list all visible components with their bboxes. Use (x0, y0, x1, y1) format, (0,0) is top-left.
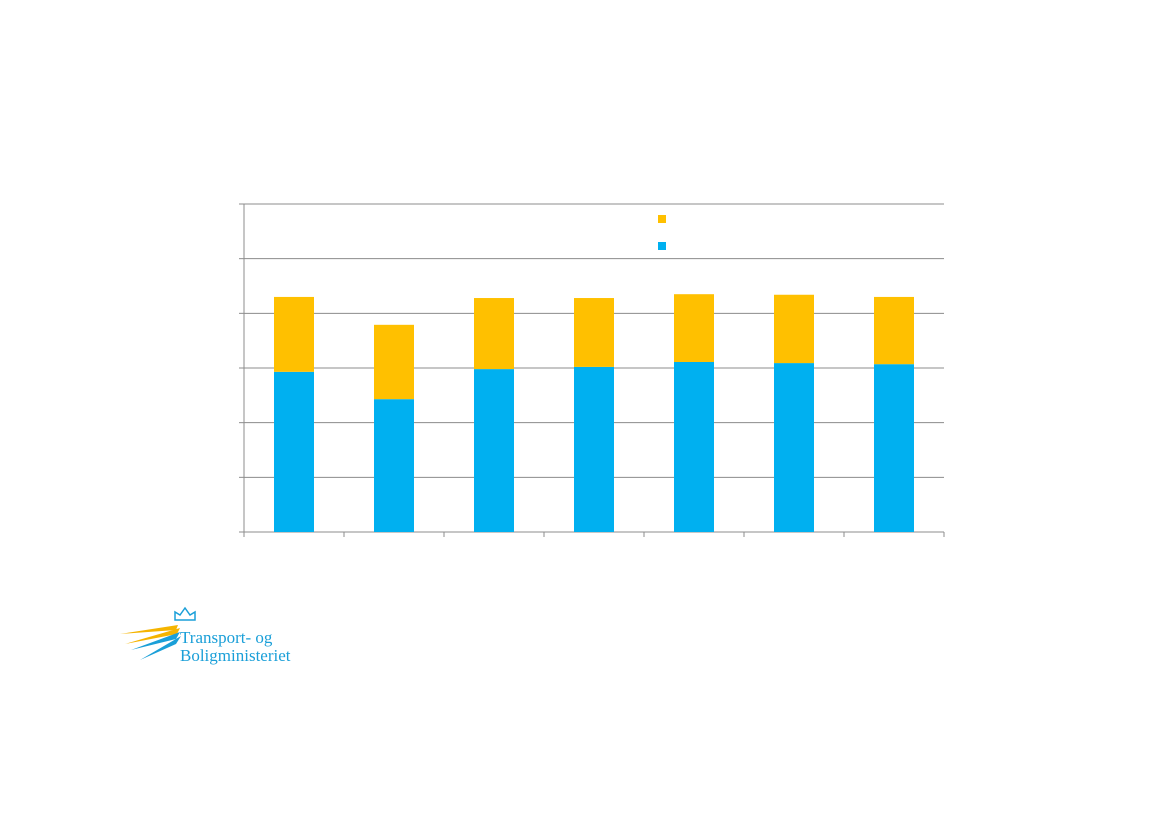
bar-segment (574, 366, 614, 532)
bar-segment (774, 363, 814, 532)
bar-segment (774, 294, 814, 364)
bar-segment (374, 399, 414, 532)
bar-segment (274, 371, 314, 532)
bar-segment (474, 298, 514, 370)
bar-segment (874, 364, 914, 532)
legend-swatch (658, 242, 666, 250)
legend-swatch (658, 215, 666, 223)
logo: Transport- og Boligministeriet (120, 606, 291, 665)
bar-segment (674, 361, 714, 532)
bar-segment (874, 296, 914, 365)
logo-text: Transport- og (180, 628, 273, 647)
bar-segment (474, 369, 514, 532)
logo-stripe (120, 625, 178, 634)
bar-segment (274, 296, 314, 372)
bar-segment (674, 294, 714, 362)
logo-text: Boligministeriet (180, 646, 291, 665)
bar-segment (574, 298, 614, 367)
logo-stripe (125, 628, 180, 644)
logo-stripe (140, 636, 181, 660)
logo-crown (174, 606, 196, 621)
logo-stripe (131, 632, 180, 650)
bar-segment (374, 324, 414, 400)
